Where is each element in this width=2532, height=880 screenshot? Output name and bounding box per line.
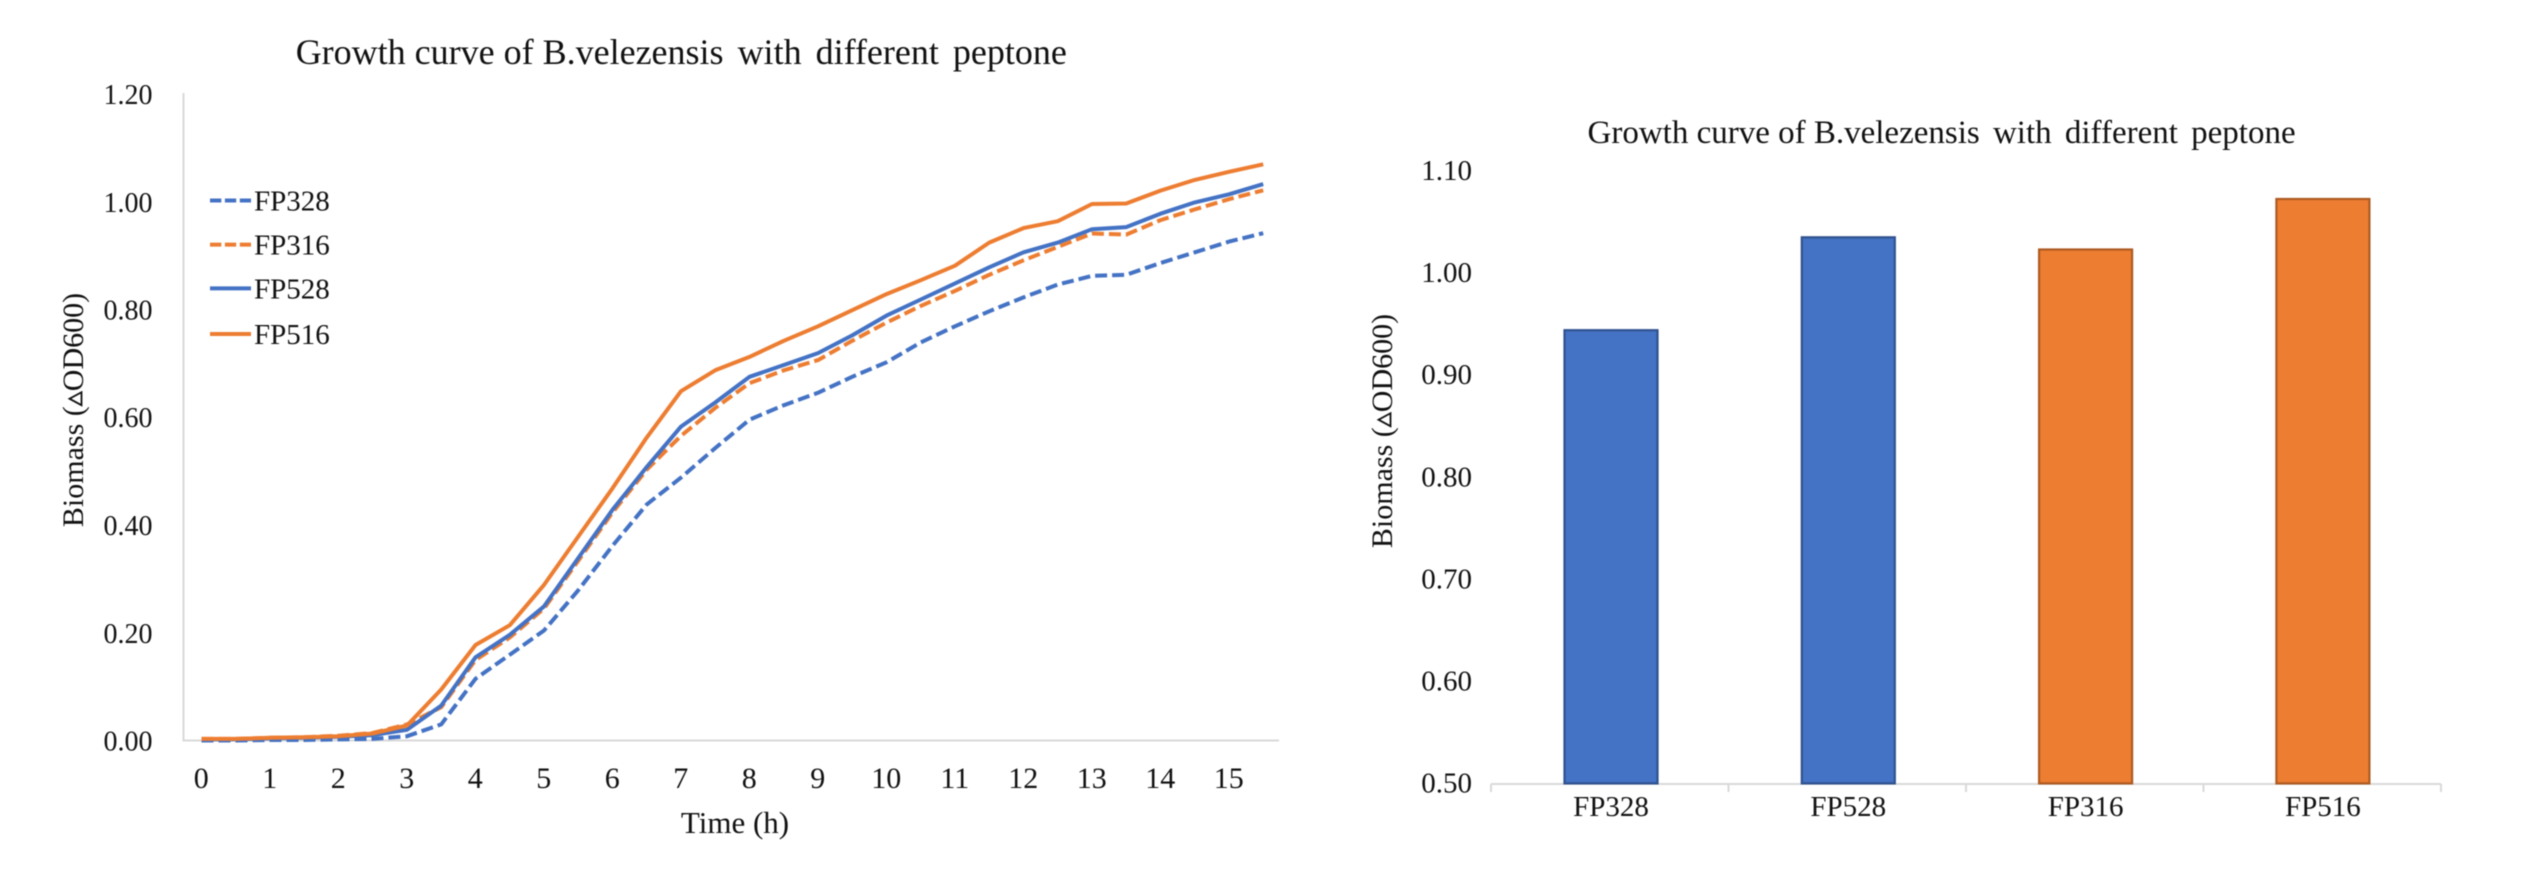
svg-text:1: 1 (262, 762, 277, 795)
svg-text:0.60: 0.60 (104, 403, 153, 434)
svg-text:0.00: 0.00 (104, 727, 153, 758)
svg-text:0.60: 0.60 (1421, 666, 1472, 698)
svg-text:10: 10 (871, 762, 901, 795)
svg-text:7: 7 (673, 762, 688, 795)
svg-text:8: 8 (742, 762, 757, 795)
svg-text:FP316: FP316 (254, 230, 330, 262)
svg-text:Biomass (: Biomass ( (1366, 427, 1399, 548)
svg-text:FP516: FP516 (254, 319, 330, 351)
svg-text:Biomass (: Biomass ( (57, 406, 90, 527)
svg-text:6: 6 (605, 762, 620, 795)
svg-text:0.80: 0.80 (104, 296, 153, 327)
svg-text:2: 2 (331, 762, 346, 795)
svg-text:Time (h): Time (h) (681, 805, 789, 840)
svg-text:0.70: 0.70 (1421, 563, 1472, 595)
svg-text:FP316: FP316 (2048, 791, 2124, 823)
svg-text:12: 12 (1008, 762, 1038, 795)
svg-text:FP328: FP328 (254, 186, 330, 218)
svg-text:14: 14 (1145, 762, 1175, 795)
svg-text:0: 0 (194, 762, 209, 795)
svg-text:FP528: FP528 (254, 273, 330, 305)
svg-text:FP528: FP528 (1810, 791, 1886, 823)
svg-text:OD600): OD600) (1366, 314, 1399, 412)
svg-text:0.80: 0.80 (1421, 461, 1472, 493)
svg-text:OD600): OD600) (57, 293, 90, 391)
svg-text:1.00: 1.00 (104, 188, 153, 219)
svg-text:11: 11 (940, 762, 969, 795)
svg-text:FP328: FP328 (1573, 791, 1649, 823)
svg-text:5: 5 (536, 762, 551, 795)
svg-text:1.10: 1.10 (1421, 155, 1472, 187)
svg-text:0.20: 0.20 (104, 619, 153, 650)
svg-text:0.50: 0.50 (1421, 768, 1472, 800)
svg-text:1.20: 1.20 (104, 80, 153, 111)
svg-text:9: 9 (810, 762, 825, 795)
svg-text:Growth curve of B.velezensis w: Growth curve of B.velezensis with differ… (1588, 115, 2296, 151)
svg-text:3: 3 (399, 762, 414, 795)
svg-text:15: 15 (1214, 762, 1244, 795)
svg-text:Growth curve of B.velezensis w: Growth curve of B.velezensis with differ… (296, 32, 1067, 72)
svg-text:FP516: FP516 (2285, 791, 2361, 823)
svg-text:0.40: 0.40 (104, 511, 153, 542)
svg-text:0.90: 0.90 (1421, 359, 1472, 391)
svg-text:1.00: 1.00 (1421, 257, 1472, 289)
svg-text:13: 13 (1077, 762, 1107, 795)
svg-text:4: 4 (468, 762, 483, 795)
